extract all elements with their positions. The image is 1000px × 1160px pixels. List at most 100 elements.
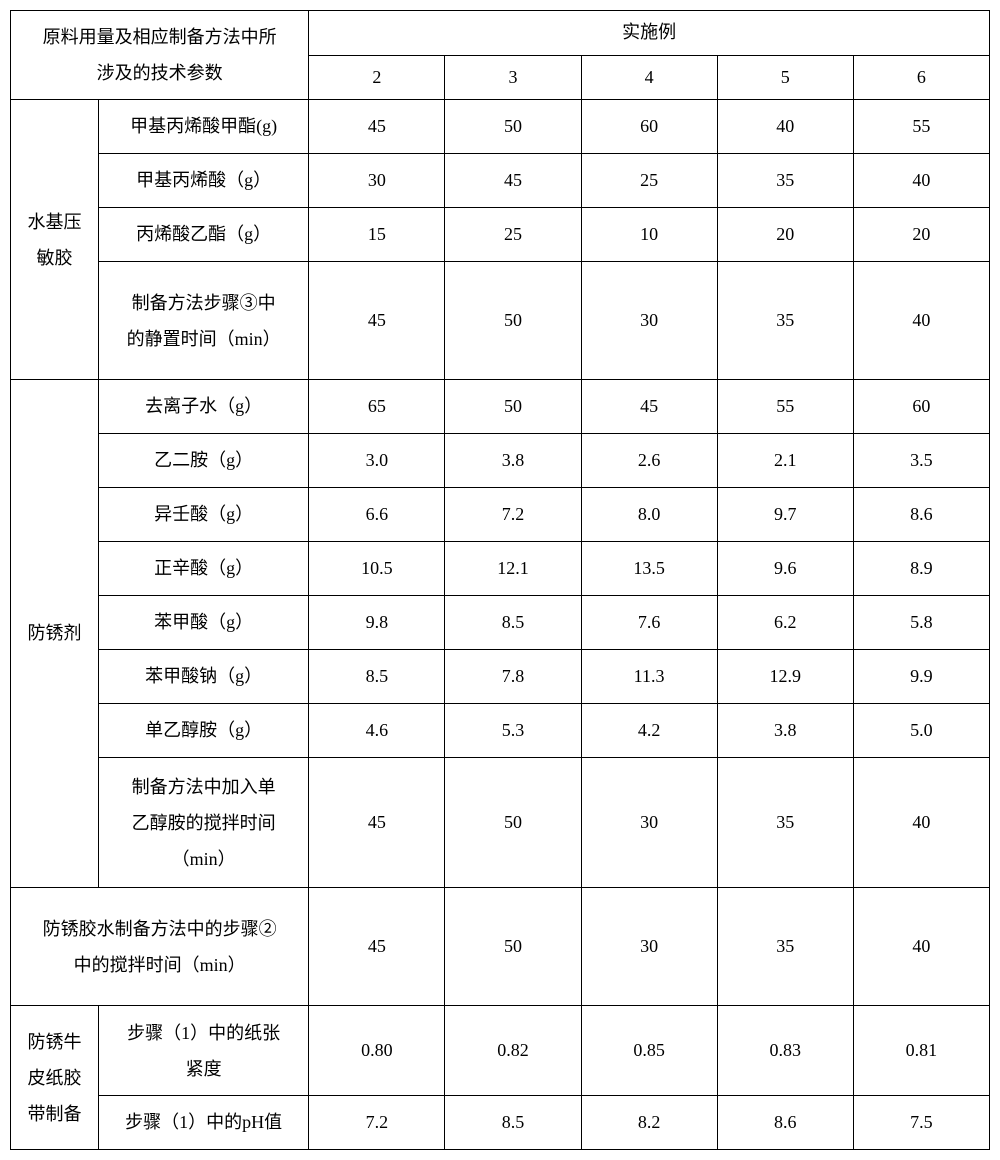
cell: 7.5 [853,1096,989,1150]
cell: 30 [309,154,445,208]
cell: 7.2 [309,1096,445,1150]
cell: 20 [717,208,853,262]
cell: 20 [853,208,989,262]
merged-label: 防锈胶水制备方法中的步骤②中的搅拌时间（min） [11,888,309,1006]
cell: 40 [853,758,989,888]
table-row: 水基压敏胶 甲基丙烯酸甲酯(g) 45 50 60 40 55 [11,100,990,154]
cell: 8.6 [853,488,989,542]
cell: 50 [445,262,581,380]
cell: 2.6 [581,434,717,488]
col-header: 2 [309,55,445,100]
cell: 3.8 [445,434,581,488]
cell: 0.83 [717,1006,853,1096]
table-header-row: 原料用量及相应制备方法中所涉及的技术参数 实施例 [11,11,990,56]
table-row: 异壬酸（g） 6.6 7.2 8.0 9.7 8.6 [11,488,990,542]
cell: 5.8 [853,596,989,650]
cell: 6.6 [309,488,445,542]
col-header: 4 [581,55,717,100]
cell: 8.9 [853,542,989,596]
cell: 7.2 [445,488,581,542]
cell: 35 [717,154,853,208]
cell: 30 [581,888,717,1006]
table-row: 防锈剂 去离子水（g） 65 50 45 55 60 [11,380,990,434]
param-header: 原料用量及相应制备方法中所涉及的技术参数 [11,11,309,100]
row-label: 乙二胺（g） [99,434,309,488]
cell: 4.6 [309,704,445,758]
cell: 40 [717,100,853,154]
cell: 2.1 [717,434,853,488]
cell: 45 [309,100,445,154]
row-label: 步骤（1）中的纸张紧度 [99,1006,309,1096]
table-row: 苯甲酸钠（g） 8.5 7.8 11.3 12.9 9.9 [11,650,990,704]
cell: 9.8 [309,596,445,650]
row-label: 丙烯酸乙酯（g） [99,208,309,262]
row-label: 单乙醇胺（g） [99,704,309,758]
table-row: 步骤（1）中的pH值 7.2 8.5 8.2 8.6 7.5 [11,1096,990,1150]
cell: 8.2 [581,1096,717,1150]
group-label: 防锈牛皮纸胶带制备 [11,1006,99,1150]
cell: 13.5 [581,542,717,596]
table-row: 苯甲酸（g） 9.8 8.5 7.6 6.2 5.8 [11,596,990,650]
table-row: 单乙醇胺（g） 4.6 5.3 4.2 3.8 5.0 [11,704,990,758]
row-label: 甲基丙烯酸（g） [99,154,309,208]
row-label: 苯甲酸钠（g） [99,650,309,704]
cell: 10.5 [309,542,445,596]
cell: 7.8 [445,650,581,704]
row-label: 制备方法中加入单乙醇胺的搅拌时间（min） [99,758,309,888]
cell: 0.82 [445,1006,581,1096]
cell: 9.6 [717,542,853,596]
cell: 40 [853,154,989,208]
table-row: 甲基丙烯酸（g） 30 45 25 35 40 [11,154,990,208]
col-header: 3 [445,55,581,100]
cell: 35 [717,888,853,1006]
cell: 3.8 [717,704,853,758]
cell: 5.3 [445,704,581,758]
cell: 60 [853,380,989,434]
cell: 9.9 [853,650,989,704]
group-label: 防锈剂 [11,380,99,888]
cell: 60 [581,100,717,154]
cell: 40 [853,262,989,380]
cell: 7.6 [581,596,717,650]
cell: 8.6 [717,1096,853,1150]
cell: 12.1 [445,542,581,596]
cell: 40 [853,888,989,1006]
group-label: 水基压敏胶 [11,100,99,380]
table-row: 防锈牛皮纸胶带制备 步骤（1）中的纸张紧度 0.80 0.82 0.85 0.8… [11,1006,990,1096]
cell: 50 [445,888,581,1006]
row-label: 苯甲酸（g） [99,596,309,650]
cell: 50 [445,380,581,434]
cell: 8.0 [581,488,717,542]
cell: 50 [445,758,581,888]
cell: 0.81 [853,1006,989,1096]
row-label: 正辛酸（g） [99,542,309,596]
row-label: 步骤（1）中的pH值 [99,1096,309,1150]
row-label: 去离子水（g） [99,380,309,434]
col-header: 5 [717,55,853,100]
cell: 45 [581,380,717,434]
table-row: 制备方法中加入单乙醇胺的搅拌时间（min） 45 50 30 35 40 [11,758,990,888]
table-row: 乙二胺（g） 3.0 3.8 2.6 2.1 3.5 [11,434,990,488]
parameter-table: 原料用量及相应制备方法中所涉及的技术参数 实施例 2 3 4 5 6 水基压敏胶… [10,10,990,1150]
cell: 5.0 [853,704,989,758]
cell: 6.2 [717,596,853,650]
col-header: 6 [853,55,989,100]
cell: 45 [309,888,445,1006]
cell: 55 [717,380,853,434]
row-label: 甲基丙烯酸甲酯(g) [99,100,309,154]
cell: 15 [309,208,445,262]
cell: 3.5 [853,434,989,488]
cell: 3.0 [309,434,445,488]
table-row: 丙烯酸乙酯（g） 15 25 10 20 20 [11,208,990,262]
table-row: 制备方法步骤③中的静置时间（min） 45 50 30 35 40 [11,262,990,380]
table-row: 防锈胶水制备方法中的步骤②中的搅拌时间（min） 45 50 30 35 40 [11,888,990,1006]
cell: 25 [445,208,581,262]
cell: 10 [581,208,717,262]
cell: 8.5 [445,596,581,650]
cell: 30 [581,758,717,888]
cell: 4.2 [581,704,717,758]
cell: 35 [717,262,853,380]
cell: 55 [853,100,989,154]
table-row: 正辛酸（g） 10.5 12.1 13.5 9.6 8.9 [11,542,990,596]
cell: 30 [581,262,717,380]
